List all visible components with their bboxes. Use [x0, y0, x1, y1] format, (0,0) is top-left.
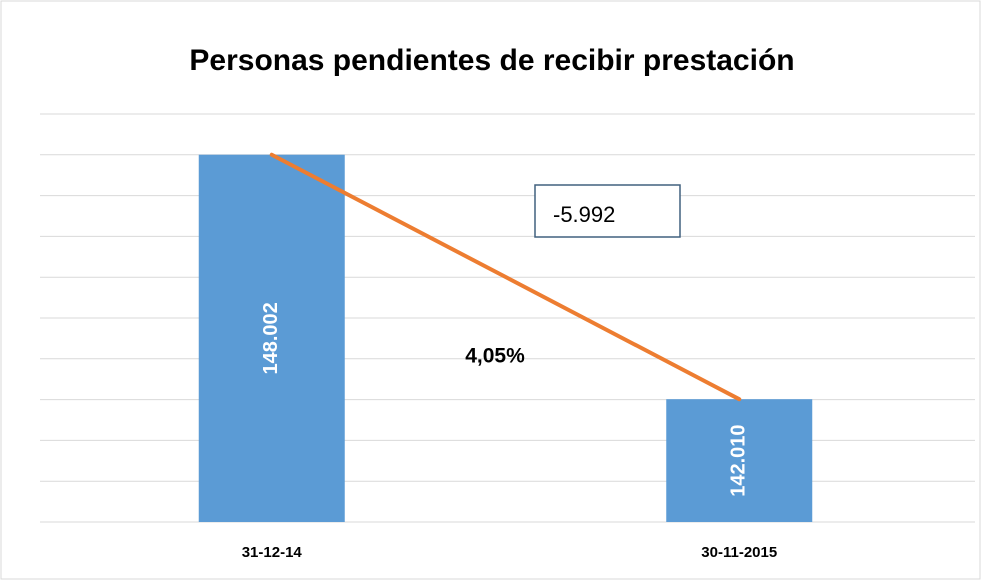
x-tick-label: 30-11-2015 [701, 544, 777, 561]
bar [666, 399, 813, 522]
value-label: 142.010 [728, 424, 750, 496]
marks: 148.002 142.010 [198, 152, 813, 523]
annotation-box [534, 184, 681, 238]
grid [40, 113, 975, 523]
value-label: 148.002 [260, 302, 282, 374]
annotation: -5.992 [553, 202, 615, 227]
chart-title: Personas pendientes de recibir prestació… [189, 44, 794, 77]
bar [198, 154, 345, 523]
trend-line [269, 152, 742, 402]
x-tick-label: 31-12-14 [242, 544, 303, 561]
annotation: 4,05% [465, 345, 525, 368]
